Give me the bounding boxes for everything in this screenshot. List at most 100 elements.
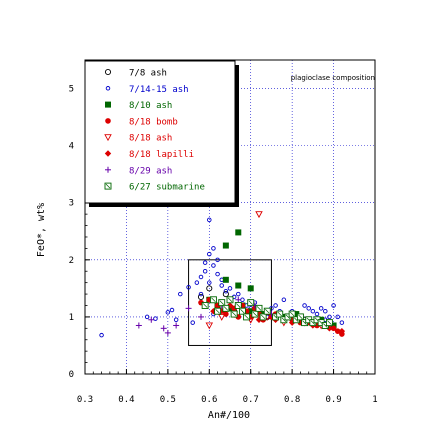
y-tick-label: 2	[69, 256, 74, 266]
data-point	[190, 320, 195, 325]
data-point	[235, 296, 242, 303]
y-tick-label: 4	[69, 142, 74, 152]
legend-marker	[105, 166, 111, 173]
data-point	[215, 271, 220, 277]
legend-label: 8/18 bomb	[129, 117, 178, 127]
data-point	[247, 299, 255, 307]
data-point	[226, 296, 234, 304]
data-point	[227, 286, 233, 291]
data-point	[99, 332, 104, 338]
highlight-box	[188, 259, 272, 346]
x-tick-label: 1	[372, 395, 377, 405]
legend-label: 8/18 ash	[129, 134, 172, 144]
data-point	[223, 288, 229, 294]
legend-marker	[104, 68, 112, 76]
data-point	[338, 327, 346, 335]
data-point	[202, 260, 208, 265]
data-point	[209, 296, 217, 304]
data-point	[323, 308, 328, 314]
x-tick-label: 0.5	[160, 395, 176, 405]
data-point	[251, 310, 259, 318]
data-point	[330, 322, 337, 329]
data-point	[160, 325, 167, 332]
legend-label: 8/10 ash	[129, 101, 172, 111]
data-point	[144, 314, 150, 320]
data-point	[148, 316, 155, 323]
x-axis-label: An#/100	[208, 410, 250, 421]
data-point	[201, 302, 209, 309]
data-point	[222, 276, 229, 283]
data-point	[235, 282, 242, 289]
data-point	[226, 302, 234, 309]
y-tick-label: 5	[69, 85, 74, 95]
data-point	[222, 304, 230, 312]
data-point	[217, 313, 226, 321]
legend-label: 7/14-15 ash	[129, 85, 189, 95]
legend-marker	[105, 118, 111, 124]
data-point	[293, 311, 300, 318]
data-point	[165, 310, 171, 315]
data-point	[331, 303, 336, 308]
data-point	[296, 313, 304, 321]
data-point	[302, 303, 307, 308]
data-point	[207, 280, 212, 285]
data-point	[185, 305, 192, 312]
data-point	[236, 291, 241, 297]
data-point	[238, 307, 246, 315]
data-point	[202, 268, 208, 274]
data-point	[218, 299, 226, 307]
x-tick-label: 0.9	[325, 395, 341, 405]
data-point	[164, 329, 171, 336]
x-tick-label: 0.6	[201, 395, 217, 405]
data-point	[186, 284, 191, 290]
y-tick-label: 3	[69, 199, 74, 209]
legend-marker	[104, 150, 112, 157]
data-point	[288, 310, 296, 318]
data-point	[334, 328, 341, 334]
data-point	[310, 308, 316, 314]
data-point	[215, 257, 220, 263]
data-point	[247, 285, 254, 292]
data-point	[255, 304, 263, 312]
data-point	[325, 319, 333, 327]
series-7	[201, 296, 333, 329]
legend-label: 8/29 ash	[129, 166, 172, 176]
data-point	[198, 313, 204, 320]
data-point	[222, 291, 229, 298]
data-point	[259, 313, 267, 321]
data-point	[214, 307, 222, 315]
x-ticks: 0.3 0.4 0.5 0.6 0.7 0.8 0.9 1	[77, 369, 378, 405]
data-point	[211, 246, 216, 251]
data-point	[207, 251, 212, 257]
plot-frame	[84, 59, 376, 375]
data-point	[263, 307, 271, 315]
y-axis-label: FeO*, wt%	[36, 203, 47, 257]
data-point	[198, 291, 204, 297]
legend-items: 7/8 ash 7/14-15 ash 8/10 ash 8/18 bomb 8/18 …	[104, 68, 205, 193]
data-point	[330, 325, 337, 332]
data-point	[339, 320, 345, 325]
legend-marker	[105, 101, 111, 108]
x-tick-label: 0.3	[77, 395, 93, 405]
data-point	[135, 322, 142, 329]
data-point	[276, 310, 284, 318]
data-point	[247, 308, 254, 315]
legend: 7/8 ash 7/14-15 ash 8/10 ash 8/18 bomb 8/18 …	[84, 60, 239, 207]
y-tick-label: 0	[69, 370, 74, 380]
data-point	[205, 322, 214, 330]
data-point	[169, 307, 175, 313]
legend-box	[84, 60, 236, 204]
data-point	[178, 291, 183, 297]
data-point	[327, 314, 332, 320]
data-points	[99, 211, 346, 338]
data-point	[318, 306, 324, 311]
data-point	[207, 217, 212, 223]
legend-label: 8/18 lapilli	[129, 150, 194, 160]
annotation: plagioclase composition	[291, 74, 375, 82]
data-point	[234, 302, 242, 309]
x-tick-label: 0.8	[284, 395, 300, 405]
data-point	[255, 211, 263, 219]
legend-marker	[105, 86, 111, 91]
data-point	[197, 293, 205, 300]
